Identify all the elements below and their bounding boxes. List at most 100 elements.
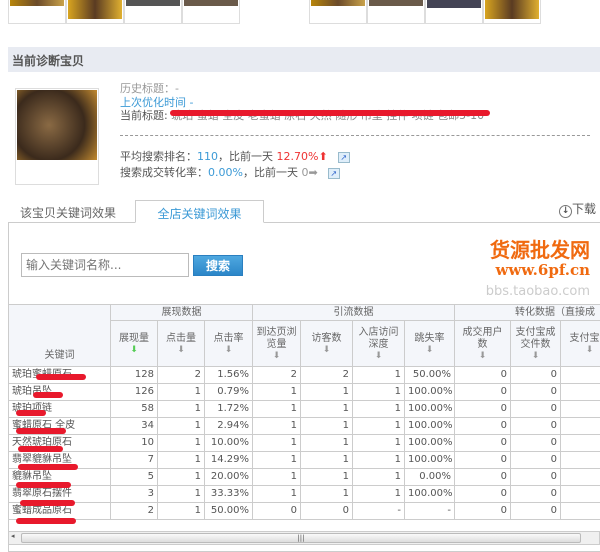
column-header[interactable]: 支付宝成交件数⬇: [511, 321, 561, 367]
table-cell: 0.79%: [205, 384, 253, 401]
table-cell: 1: [253, 486, 301, 503]
sort-arrow-icon[interactable]: ⬇: [408, 345, 451, 355]
table-cell: 2: [301, 367, 353, 384]
table-cell: 1: [301, 486, 353, 503]
table-cell: 50.00%: [205, 503, 253, 520]
keyword-search-input[interactable]: [21, 253, 189, 277]
table-cell: 1: [353, 401, 405, 418]
column-header[interactable]: 访客数⬇: [301, 321, 353, 367]
table-cell: 100.00%: [405, 401, 455, 418]
column-header[interactable]: 展现量⬇: [111, 321, 158, 367]
table-cell: 1: [353, 418, 405, 435]
table-cell: 20.00%: [205, 469, 253, 486]
table-cell: [561, 418, 600, 435]
table-cell: 58: [111, 401, 158, 418]
scroll-left-icon[interactable]: ◂: [11, 532, 15, 540]
table-cell: 1: [353, 367, 405, 384]
table-cell: -: [353, 503, 405, 520]
redaction-mark: [18, 446, 63, 452]
up-arrow-icon: ⬆: [318, 150, 327, 163]
table-cell: [561, 367, 600, 384]
divider: [120, 135, 590, 136]
redaction-mark: [16, 518, 76, 524]
sort-arrow-icon[interactable]: ⬇: [564, 345, 600, 355]
avg-rank-change: 12.70%: [277, 150, 319, 163]
sort-arrow-icon[interactable]: ⬇: [114, 345, 154, 355]
thumbnail[interactable]: [367, 0, 425, 24]
product-image[interactable]: [15, 88, 99, 185]
table-cell: 0: [511, 418, 561, 435]
thumbnail[interactable]: [483, 0, 541, 24]
table-cell: 100.00%: [405, 452, 455, 469]
sort-arrow-icon[interactable]: ⬇: [458, 351, 507, 361]
column-header[interactable]: 跳失率⬇: [405, 321, 455, 367]
table-cell: 1: [253, 384, 301, 401]
tab-store-keywords[interactable]: 全店关键词效果: [135, 200, 264, 223]
table-cell: 14.29%: [205, 452, 253, 469]
table-cell: 0: [511, 384, 561, 401]
column-header[interactable]: 点击率⬇: [205, 321, 253, 367]
table-cell: 1: [158, 384, 205, 401]
column-header[interactable]: 支付宝金⬇: [561, 321, 600, 367]
search-button[interactable]: 搜索: [193, 255, 243, 276]
table-cell: -: [405, 503, 455, 520]
column-header-label: 支付宝成交件数: [514, 327, 557, 351]
table-cell: 100.00%: [405, 418, 455, 435]
thumbnail[interactable]: [182, 0, 240, 24]
table-cell: [561, 435, 600, 452]
table-cell: 1: [253, 401, 301, 418]
avg-rank-label: 平均搜索排名：: [120, 150, 197, 163]
table-cell: 1: [253, 435, 301, 452]
table-cell: 0: [511, 401, 561, 418]
sort-arrow-icon[interactable]: ⬇: [256, 351, 297, 361]
sort-arrow-icon[interactable]: ⬇: [208, 345, 249, 355]
sort-arrow-icon[interactable]: ⬇: [356, 351, 401, 361]
column-header[interactable]: 点击量⬇: [158, 321, 205, 367]
redaction-mark: [33, 392, 63, 398]
conv-label: 搜索成交转化率：: [120, 166, 208, 179]
table-cell: 1: [353, 384, 405, 401]
redaction-mark: [16, 428, 66, 434]
table-cell: [561, 486, 600, 503]
table-cell: 2.94%: [205, 418, 253, 435]
thumbnail[interactable]: [8, 0, 66, 24]
table-cell: 0: [511, 503, 561, 520]
download-button[interactable]: ↓下载: [559, 200, 596, 218]
table-cell: 0.00%: [405, 469, 455, 486]
column-header[interactable]: 到达页浏览量⬇: [253, 321, 301, 367]
table-cell: 1: [353, 486, 405, 503]
thumbnail[interactable]: [66, 0, 124, 24]
table-cell: 1: [301, 452, 353, 469]
column-header[interactable]: 成交用户数⬇: [455, 321, 511, 367]
table-cell: 1: [158, 401, 205, 418]
thumbnail[interactable]: [309, 0, 367, 24]
compare-label: ，比前一天: [243, 166, 298, 179]
scrollbar-thumb[interactable]: |||: [21, 533, 581, 543]
tab-item-keywords[interactable]: 该宝贝关键词效果: [13, 200, 123, 223]
column-header[interactable]: 入店访问深度⬇: [353, 321, 405, 367]
table-cell: 1: [301, 435, 353, 452]
column-header-label: 展现量: [114, 333, 154, 345]
trend-chart-icon[interactable]: ↗: [338, 152, 350, 163]
column-header-label: 入店访问深度: [356, 327, 401, 351]
keyword-table: 关键词 展现数据 引流数据 转化数据（直接成 展现量⬇点击量⬇点击率⬇到达页浏览…: [8, 304, 600, 520]
sort-arrow-icon[interactable]: ⬇: [304, 345, 349, 355]
table-cell: 1: [158, 469, 205, 486]
sort-arrow-icon[interactable]: ⬇: [161, 345, 201, 355]
thumbnail-strip-right: [309, 0, 541, 24]
table-cell: 2: [111, 503, 158, 520]
thumbnail[interactable]: [124, 0, 182, 24]
compare-label: ，比前一天: [218, 150, 273, 163]
sort-arrow-icon[interactable]: ⬇: [514, 351, 557, 361]
table-cell: [561, 384, 600, 401]
redaction-mark: [20, 500, 75, 506]
horizontal-scrollbar[interactable]: ◂ |||: [8, 531, 600, 545]
trend-chart-icon[interactable]: ↗: [328, 168, 340, 179]
thumbnail[interactable]: [425, 0, 483, 24]
conv-value: 0.00%: [208, 166, 243, 179]
